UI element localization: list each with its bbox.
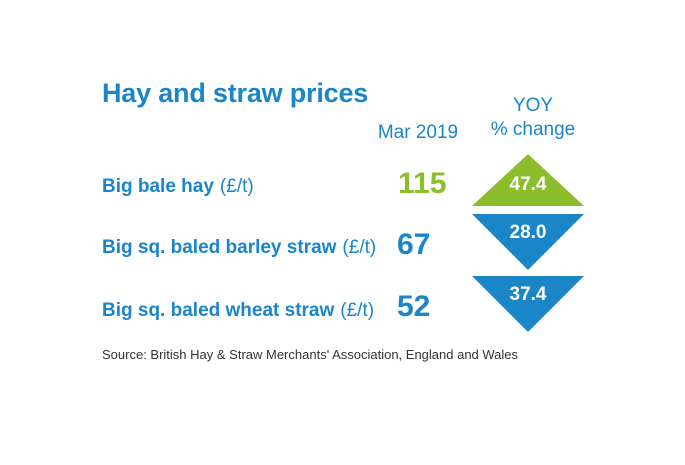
page-title: Hay and straw prices [102, 78, 369, 108]
down-triangle-icon [472, 276, 584, 332]
row-unit: (£/t) [340, 300, 375, 321]
price-barley-straw: 67 [397, 228, 431, 261]
row-label-big-bale-hay: Big bale hay (£/t) [102, 176, 254, 198]
row-label-text: Big sq. baled wheat straw [102, 300, 335, 321]
up-triangle-icon [472, 154, 584, 206]
yoy-value-big-bale-hay: 47.4 [509, 174, 547, 195]
yoy-indicator-barley-straw: 28.0 [472, 214, 584, 274]
yoy-indicator-big-bale-hay: 47.4 [472, 154, 584, 214]
yoy-header-line1: YOY [512, 95, 554, 116]
down-triangle-icon [472, 214, 584, 270]
row-unit: (£/t) [219, 176, 254, 197]
row-label-barley-straw: Big sq. baled barley straw (£/t) [102, 237, 376, 259]
yoy-indicator-wheat-straw: 37.4 [472, 276, 584, 336]
price-big-bale-hay: 115 [398, 167, 447, 200]
price-wheat-straw: 52 [397, 290, 431, 323]
row-label-text: Big sq. baled barley straw [102, 237, 337, 258]
source-note: Source: British Hay & Straw Merchants' A… [102, 347, 519, 362]
yoy-column-header: YOY % change [478, 94, 588, 142]
yoy-value-barley-straw: 28.0 [509, 222, 547, 243]
row-unit: (£/t) [342, 237, 377, 258]
period-column-header: Mar 2019 [377, 122, 459, 143]
yoy-value-wheat-straw: 37.4 [509, 284, 547, 305]
row-label-wheat-straw: Big sq. baled wheat straw (£/t) [102, 300, 374, 322]
row-label-text: Big bale hay [102, 176, 214, 197]
yoy-header-line2: % change [490, 119, 576, 140]
